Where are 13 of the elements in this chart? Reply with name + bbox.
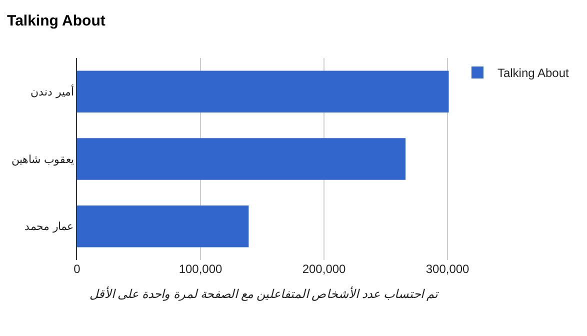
chart-title: Talking About <box>7 12 106 30</box>
x-axis-title: تم احتساب عدد الأشخاص المتفاعلين مع الصفحة لمرة واحدة على الأقل <box>89 286 440 301</box>
y-tick-label: أمير دندن <box>30 84 74 99</box>
x-tick-label: 100,000 <box>178 262 223 276</box>
bar <box>77 70 449 113</box>
y-tick-label: يعقوب شاهين <box>12 154 74 166</box>
legend-label: Talking About <box>497 66 570 80</box>
x-tick-label: 0 <box>74 262 81 276</box>
bar <box>77 205 249 248</box>
x-tick-label: 300,000 <box>426 262 470 276</box>
y-tick-label: عمار محمد <box>24 221 74 234</box>
bar <box>77 138 406 180</box>
x-tick-label: 200,000 <box>302 262 346 276</box>
